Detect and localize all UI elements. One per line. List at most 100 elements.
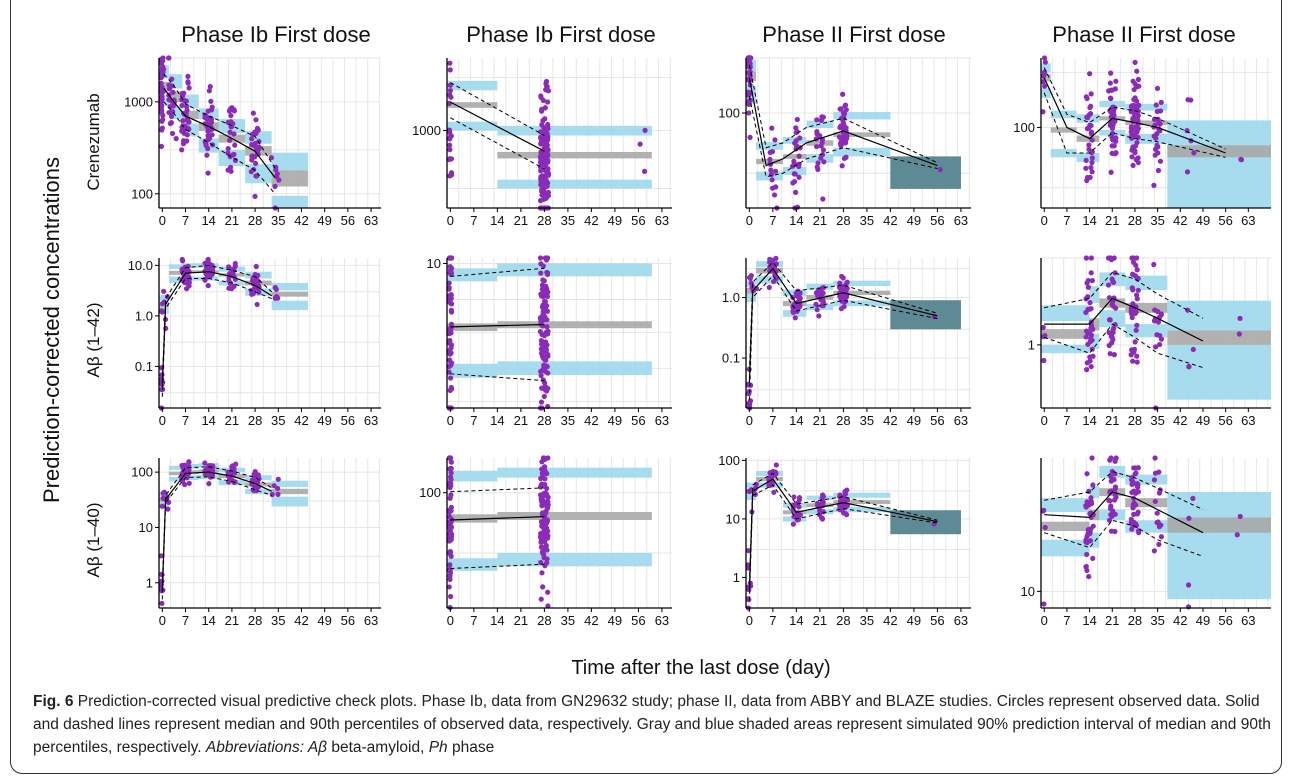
observed-point <box>164 294 171 300</box>
observed-point <box>793 125 799 131</box>
observed-point <box>819 515 825 521</box>
x-tick-label: 63 <box>954 413 968 428</box>
observed-point <box>1154 108 1160 115</box>
observed-point <box>747 97 753 103</box>
observed-point <box>274 171 280 177</box>
observed-p05-line <box>450 373 545 382</box>
observed-point <box>233 461 239 467</box>
observed-point <box>228 112 234 119</box>
observed-point <box>1136 530 1142 536</box>
observed-point <box>543 126 550 132</box>
observed-point <box>446 127 453 133</box>
observed-point <box>1135 287 1141 293</box>
observed-point <box>1151 261 1157 268</box>
observed-point <box>538 596 544 602</box>
x-tick-label: 21 <box>813 413 827 428</box>
observed-point <box>206 260 212 267</box>
observed-point <box>542 476 548 482</box>
observed-point <box>205 283 211 289</box>
y-tick-label: 10 <box>1021 584 1035 599</box>
observed-point <box>544 470 550 477</box>
x-tick-label: 14 <box>789 613 803 628</box>
observed-point <box>205 108 211 114</box>
observed-p05-line <box>748 96 938 178</box>
observed-point <box>171 97 177 103</box>
observed-p95-line <box>748 472 938 584</box>
observed-point <box>1130 117 1136 123</box>
observed-point <box>1086 146 1092 153</box>
observed-point <box>545 370 551 376</box>
observed-point <box>185 73 191 79</box>
observed-point <box>789 163 796 169</box>
observed-point <box>820 290 826 296</box>
x-tick-label: 63 <box>364 413 378 428</box>
observed-point <box>545 455 551 461</box>
observed-point <box>1087 358 1093 364</box>
observed-p05-line <box>1044 323 1204 369</box>
observed-point <box>166 86 173 92</box>
figure-caption: Fig. 6 Prediction-corrected visual predi… <box>33 690 1283 759</box>
observed-point <box>1153 344 1159 350</box>
observed-point <box>543 527 550 533</box>
observed-point <box>1153 135 1159 141</box>
observed-point <box>540 547 547 553</box>
observed-point <box>160 490 166 496</box>
x-tick-label: 42 <box>584 213 598 228</box>
observed-point <box>838 306 844 312</box>
observed-point <box>273 164 279 170</box>
observed-point <box>1040 79 1047 85</box>
observed-point <box>1130 287 1136 293</box>
observed-point <box>232 157 239 163</box>
x-tick-label: 42 <box>294 213 308 228</box>
band-median <box>1050 127 1077 133</box>
observed-point <box>161 288 167 294</box>
observed-point <box>815 160 821 166</box>
x-tick-label: 14 <box>490 213 504 228</box>
observed-point <box>538 399 545 405</box>
observed-point <box>1108 528 1115 534</box>
observed-point <box>1108 478 1114 484</box>
observed-point <box>446 369 452 375</box>
observed-point <box>256 289 262 295</box>
y-tick-label: 1000 <box>412 123 441 138</box>
band-p05 <box>497 552 652 567</box>
observed-point <box>182 481 188 488</box>
observed-point <box>1237 315 1243 321</box>
observed-point <box>843 107 849 113</box>
observed-point <box>227 129 233 135</box>
observed-point <box>1128 477 1135 483</box>
x-tick-label: 14 <box>490 413 504 428</box>
figure-frame: Phase Ib First dose Phase Ib First dose … <box>10 0 1282 774</box>
observed-point <box>843 137 849 143</box>
observed-point <box>1130 505 1136 511</box>
observed-point <box>256 146 262 152</box>
observed-point <box>841 155 848 162</box>
observed-point <box>1131 86 1137 93</box>
observed-point <box>275 476 281 482</box>
observed-point <box>541 362 547 368</box>
column-title-4: Phase II First dose <box>1052 22 1235 47</box>
observed-point <box>545 121 551 128</box>
band-p05 <box>1076 152 1100 163</box>
band-p95 <box>1099 100 1126 108</box>
observed-point <box>449 265 455 271</box>
band-median <box>1076 135 1100 142</box>
observed-point <box>1154 85 1161 92</box>
observed-point <box>448 255 454 261</box>
observed-point <box>538 346 544 352</box>
observed-point <box>250 110 256 116</box>
x-tick-label: 49 <box>317 413 331 428</box>
band-p95 <box>497 467 652 478</box>
observed-point <box>540 312 546 318</box>
observed-point <box>205 170 211 176</box>
observed-point <box>159 376 165 382</box>
band-median <box>447 323 498 331</box>
observed-point <box>1108 473 1114 480</box>
observed-point <box>167 120 173 127</box>
band-p95 <box>1041 63 1051 73</box>
observed-point <box>1109 334 1115 340</box>
observed-point <box>1130 259 1137 265</box>
observed-point <box>796 153 802 159</box>
observed-point <box>545 500 551 506</box>
observed-point <box>1135 159 1141 166</box>
